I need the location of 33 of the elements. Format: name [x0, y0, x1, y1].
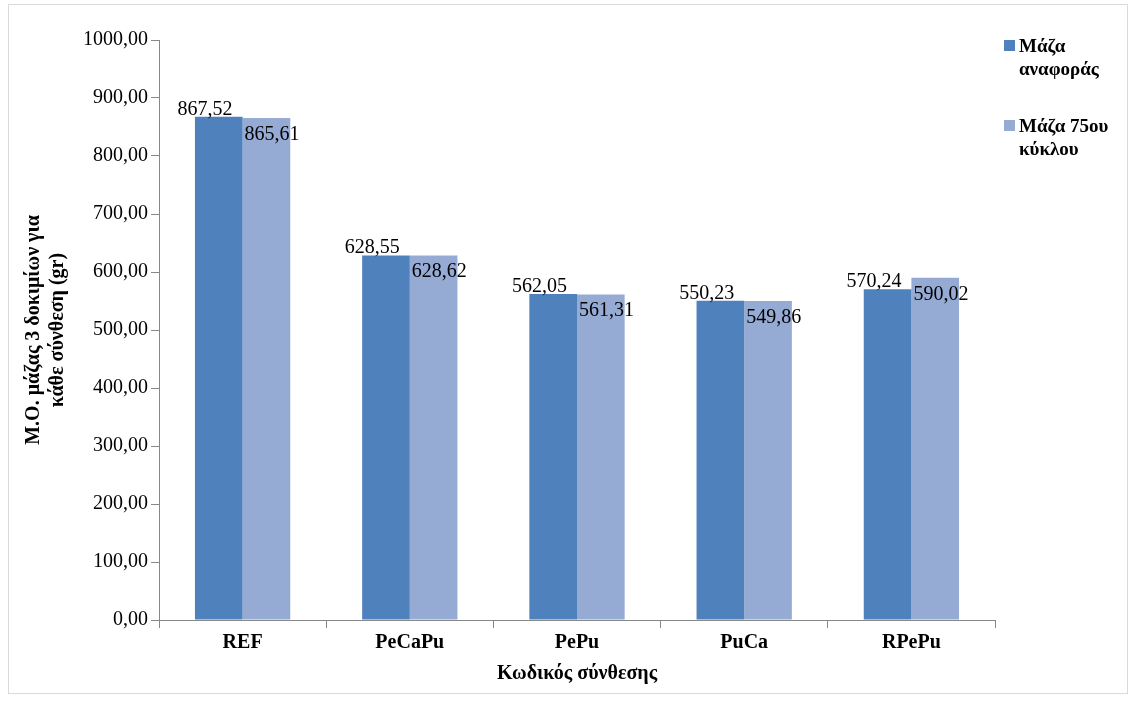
- data-label: 562,05: [512, 274, 567, 297]
- data-label: 865,61: [244, 121, 300, 144]
- x-tick-label: RPePu: [881, 630, 941, 653]
- data-label: 550,23: [679, 280, 735, 303]
- bar: [362, 255, 410, 620]
- y-tick-label: 100,00: [93, 549, 148, 572]
- y-tick-label: 800,00: [93, 143, 148, 166]
- y-tick-label: 700,00: [93, 201, 148, 224]
- data-label: 628,55: [344, 235, 400, 258]
- y-tick-label: 0,00: [113, 607, 148, 630]
- data-label: 549,86: [746, 305, 802, 328]
- x-tick-label: PeCaPu: [375, 630, 445, 653]
- x-tick-label: PuCa: [720, 630, 769, 653]
- bar: [863, 289, 912, 620]
- data-label: 867,52: [177, 96, 233, 119]
- legend-label: Μάζα αναφοράς: [1019, 34, 1100, 80]
- data-label: 628,62: [411, 259, 467, 282]
- bar: [529, 294, 577, 620]
- x-tick-label: REF: [222, 630, 263, 653]
- x-tick-label: PePu: [554, 630, 600, 653]
- y-tick-label: 300,00: [93, 433, 148, 456]
- y-tick-label: 200,00: [93, 491, 148, 514]
- y-tick-label: 1000,00: [83, 27, 148, 50]
- y-tick-label: 500,00: [93, 317, 148, 340]
- legend-label: Μάζα 75ου κύκλου: [1019, 114, 1110, 160]
- y-tick-label: 600,00: [93, 259, 148, 282]
- y-tick-label: 900,00: [93, 85, 148, 108]
- data-label: 570,24: [846, 269, 902, 292]
- data-label: 590,02: [913, 281, 969, 304]
- y-tick-label: 400,00: [93, 375, 148, 398]
- data-label: 561,31: [579, 298, 634, 321]
- x-axis-title: Κωδικός σύνθεσης: [496, 661, 658, 685]
- y-axis-title: Μ.Ο. μάζας 3 δοκιμίων για κάθε σύνθεση (gr): [21, 215, 69, 445]
